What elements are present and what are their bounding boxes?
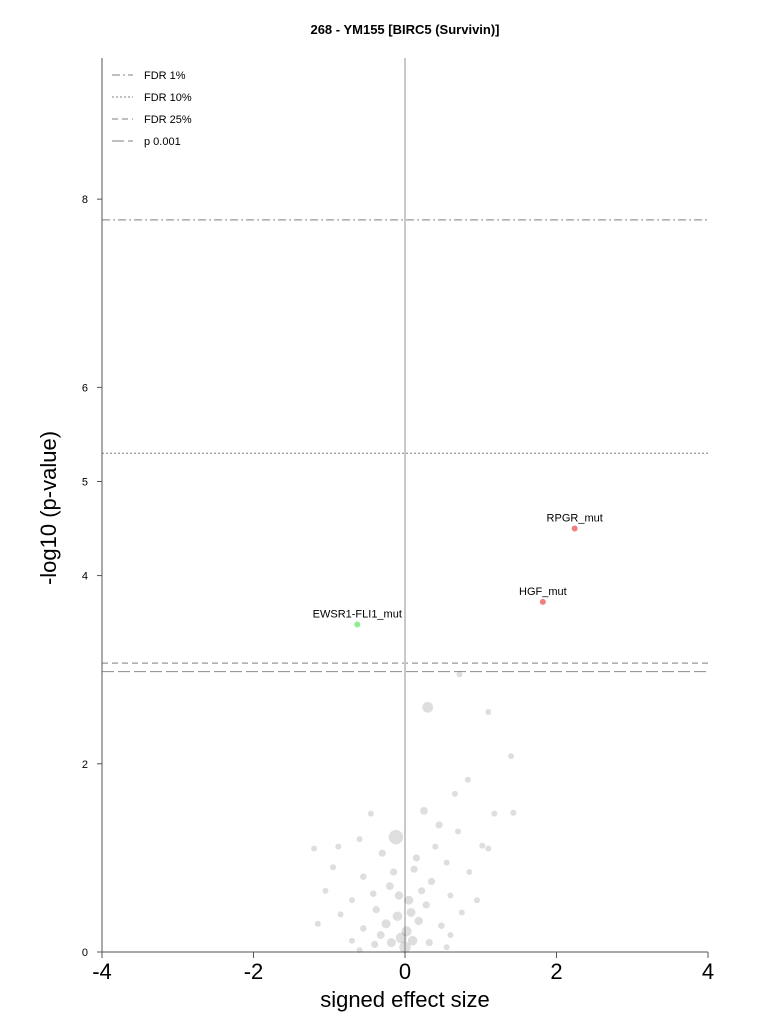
scatter-point [386,938,396,948]
scatter-point [473,897,480,904]
scatter-point [447,932,454,939]
scatter-point [378,849,386,857]
scatter-point [422,901,430,909]
scatter-point [443,859,450,866]
highlighted-points: RPGR_mut HGF_mut EWSR1-FLI1_mut [313,513,603,628]
scatter-point [407,935,418,946]
scatter-point [414,916,423,926]
highlighted-point [354,621,361,628]
x-tick-label: 0 [399,959,411,984]
scatter-point [322,887,329,894]
scatter-point [376,931,385,939]
scatter-point [479,842,486,849]
y-axis-ticks: 0 2 4 5 6 8 [82,194,102,959]
scatter-point [418,887,426,895]
scatter-point [485,709,492,716]
scatter-point [392,911,403,922]
x-axis-label: signed effect size [320,987,490,1012]
scatter-point [330,864,337,871]
background-points [311,671,517,954]
scatter-point [348,937,355,944]
scatter-point [432,843,439,850]
x-tick-label: -2 [244,959,264,984]
x-axis-ticks: -4 -2 0 2 4 [92,952,714,984]
scatter-point [348,897,355,904]
scatter-point [367,810,374,817]
scatter-point [360,925,367,932]
y-tick-label: 4 [82,571,88,583]
scatter-point [360,873,367,881]
highlighted-point [571,525,578,532]
point-label: RPGR_mut [547,513,603,525]
scatter-point [412,854,420,862]
scatter-point [438,922,445,929]
scatter-point [406,907,416,917]
scatter-point [395,932,407,944]
y-tick-label: 2 [82,759,88,771]
scatter-point [372,906,380,914]
scatter-point [390,868,398,876]
scatter-point [410,865,418,873]
scatter-point [401,926,412,937]
scatter-point [510,809,517,816]
scatter-point [464,776,471,783]
scatter-point [425,938,433,947]
scatter-point [369,890,377,897]
x-tick-label: -4 [92,959,112,984]
scatter-point [399,941,411,953]
y-tick-label: 5 [82,476,88,488]
scatter-point [394,891,404,900]
scatter-point [422,701,434,713]
scatter-point [314,920,321,927]
legend-label: FDR 25% [144,114,192,126]
y-tick-label: 8 [82,194,88,206]
scatter-point [335,843,342,850]
scatter-point [311,845,318,852]
scatter-point [508,753,515,760]
scatter-point [491,810,498,817]
scatter-point [447,892,454,899]
point-label: HGF_mut [519,586,567,598]
scatter-point [466,869,473,876]
scatter-point [451,790,458,797]
y-tick-label: 6 [82,382,88,394]
scatter-point [485,845,492,852]
legend-label: FDR 10% [144,92,192,104]
scatter-point [456,671,463,678]
scatter-point [356,836,363,843]
scatter-point [371,940,379,949]
scatter-point [381,919,391,929]
point-label: EWSR1-FLI1_mut [313,609,402,621]
y-tick-label: 0 [82,947,88,959]
legend-label: p 0.001 [144,136,181,148]
legend: FDR 1% FDR 10% FDR 25% p 0.001 [112,70,192,148]
x-tick-label: 2 [550,959,562,984]
y-axis-label: -log10 (p-value) [36,431,61,585]
scatter-point [458,909,465,916]
scatter-point [404,895,414,905]
scatter-point [420,806,428,815]
scatter-point [443,944,450,951]
x-tick-label: 4 [702,959,714,984]
scatter-point [455,828,462,835]
scatter-point [388,829,404,845]
chart-title: 268 - YM155 [BIRC5 (Survivin)] [310,22,499,37]
scatter-point [427,877,436,886]
legend-label: FDR 1% [144,70,186,82]
scatter-point [337,911,344,918]
scatter-point [385,882,394,891]
highlighted-point [539,598,546,605]
scatter-point [435,821,443,829]
